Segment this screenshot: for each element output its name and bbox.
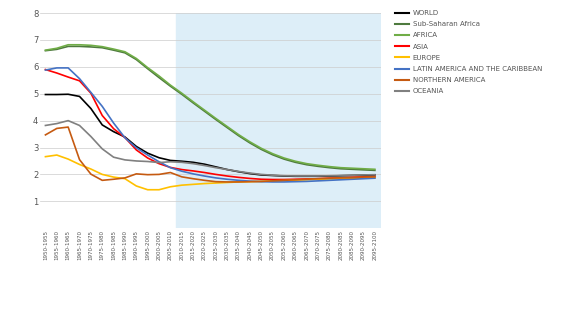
Bar	[176, 13, 381, 228]
Legend: WORLD, Sub-Saharan Africa, AFRICA, ASIA, EUROPE, LATIN AMERICA AND THE CARIBBEAN: WORLD, Sub-Saharan Africa, AFRICA, ASIA,…	[395, 10, 542, 95]
